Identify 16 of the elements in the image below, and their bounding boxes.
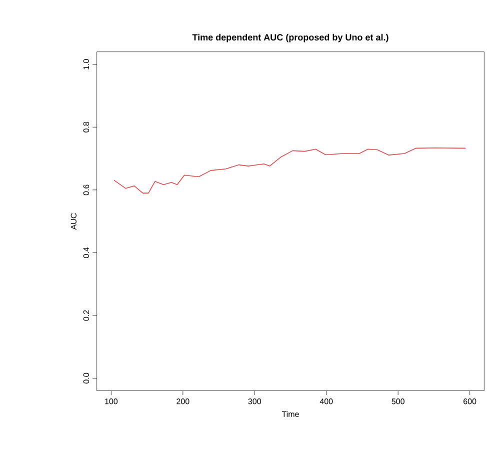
- y-tick-label: 0.4: [83, 247, 90, 258]
- y-tick-label: 0.8: [83, 122, 90, 132]
- x-tick-label: 300: [248, 398, 261, 404]
- x-tick-label: 500: [392, 398, 404, 404]
- y-tick-label: 0.2: [83, 310, 90, 321]
- x-tick-label: 400: [320, 398, 333, 404]
- x-axis-title: Time: [282, 411, 299, 418]
- x-tick-label: 200: [176, 398, 190, 404]
- x-tick-label: 600: [464, 398, 476, 404]
- line-series: [114, 148, 466, 194]
- y-axis-title: AUC: [70, 213, 76, 230]
- y-tick-label: 0.0: [83, 373, 90, 384]
- y-tick-label: 1.0: [83, 59, 90, 70]
- chart-title: Time dependent AUC (proposed by Uno et al.): [192, 34, 388, 42]
- y-tick-label: 0.6: [83, 184, 90, 196]
- x-tick-label: 100: [105, 398, 118, 404]
